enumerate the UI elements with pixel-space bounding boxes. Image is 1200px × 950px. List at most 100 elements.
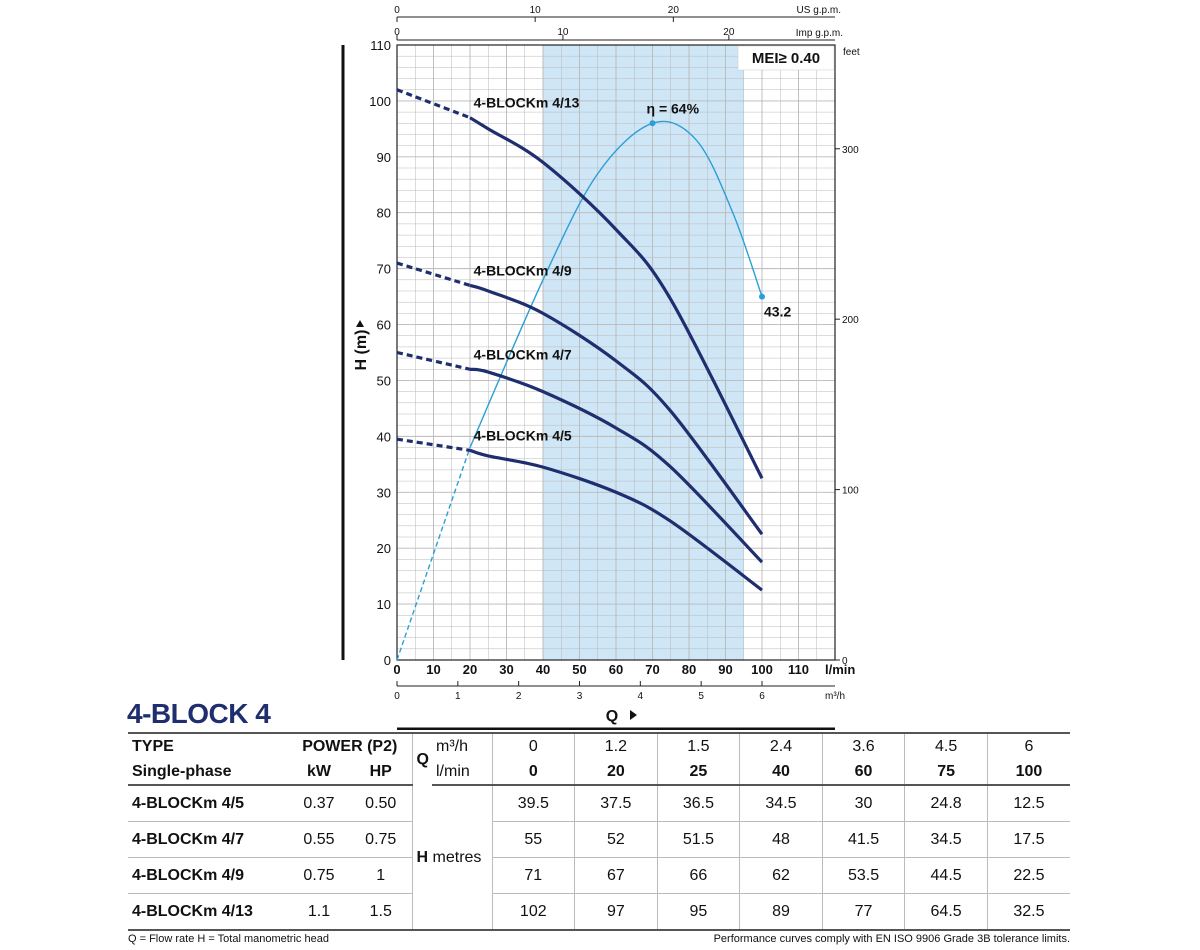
m3h-label: m³/h [432,732,492,759]
y-tick-label: 50 [377,373,391,388]
row-hp: 1.5 [350,893,412,931]
impgpm-tick-label: 0 [394,27,400,38]
x-unit-label: l/min [825,662,855,677]
curve-labels: 4-BLOCKm 4/13 4-BLOCKm 4/9 4-BLOCKm 4/7 4-B… [474,95,580,444]
y-tick-label: 70 [377,262,391,277]
h-value: 95 [656,893,740,931]
row-hp: 1 [350,857,412,894]
header-row-2: Single-phase kW HP l/min 0 20 25 40 60 7… [128,759,1070,786]
row-hp: 0.75 [350,821,412,858]
grid [396,44,836,661]
impgpm-unit-label: Imp g.p.m. [796,28,843,39]
head-curve-dashed [396,437,471,452]
h-value: 12.5 [986,785,1070,822]
h-value: 44.5 [904,857,988,894]
power-header: POWER (P2) [288,732,412,759]
y-tick-label: 10 [377,597,391,612]
q-label: Q [411,732,432,785]
feet-tick-label: 300 [842,145,859,156]
table-row: 4-BLOCKm 4/5 0.37 0.50 H metres 39.5 37.… [128,785,1070,931]
h-value: 39.5 [491,785,575,822]
feet-unit-label: feet [843,47,860,58]
h-value: 36.5 [656,785,740,822]
h-value: 34.5 [904,821,988,858]
efficiency-peak-point [649,120,656,127]
x-tick-label: 110 [788,662,809,677]
kw-header: kW [288,759,350,786]
h-value: 30 [821,785,905,822]
h-value: 34.5 [739,785,823,822]
efficiency-peak-label: η = 64% [647,100,700,116]
h-value: 89 [739,893,823,931]
y-tick-label: 30 [377,485,391,500]
row-type: 4-BLOCKm 4/13 [128,893,288,931]
h-value: 97 [574,893,658,931]
x-tick-label: 100 [751,662,773,677]
h-value: 22.5 [986,857,1070,894]
h-value: 102 [491,893,575,931]
usgpm-tick-label: 0 [394,5,400,16]
row-kw: 0.75 [288,857,350,894]
mei-label: MEI≥ 0.40 [752,50,820,67]
lmin-value: 20 [574,759,658,786]
y-tick-label: 100 [369,94,391,109]
row-kw: 1.1 [288,893,350,931]
h-label-cell: H metres [411,785,492,931]
x-axis-label: Q [606,708,618,725]
lmin-label: l/min [432,759,492,786]
row-type: 4-BLOCKm 4/9 [128,857,288,894]
h-value: 67 [574,857,658,894]
m3h-value: 2.4 [739,732,823,759]
m3h-tick-label: 1 [455,691,461,702]
curve-label: 4-BLOCKm 4/9 [474,262,572,278]
table-row: 4-BLOCKm 4/13 1.1 1.5 102 97 95 89 77 64… [128,893,1070,931]
h-value: 77 [821,893,905,931]
efficiency-curve: η = 64% 43.2 [396,100,791,661]
m3h-value: 3.6 [821,732,905,759]
table-row: 4-BLOCKm 4/7 0.55 0.75 55 52 51.5 48 41.… [128,821,1070,858]
x-tick-label: 10 [426,662,440,677]
h-value: 53.5 [821,857,905,894]
efficiency-line [469,120,763,448]
lmin-value: 100 [986,759,1070,786]
h-value: 24.8 [904,785,988,822]
usgpm-unit-label: US g.p.m. [797,5,841,16]
efficiency-end-point [759,293,765,300]
y-tick-label: 0 [384,653,391,668]
h-value: 64.5 [904,893,988,931]
h-label: H [416,848,429,866]
lmin-value: 60 [821,759,905,786]
x-tick-label: 60 [609,662,623,677]
h-value: 62 [739,857,823,894]
m3h-tick-label: 0 [394,691,400,702]
feet-tick-label: 0 [842,656,848,667]
m3h-tick-label: 3 [577,691,583,702]
h-value: 51.5 [656,821,740,858]
h-value: 52 [574,821,658,858]
x-tick-label: 90 [718,662,732,677]
curve-label: 4-BLOCKm 4/5 [474,427,572,443]
efficiency-end-label: 43.2 [764,304,791,320]
row-kw: 0.55 [288,821,350,858]
h-value: 41.5 [821,821,905,858]
row-kw: 0.37 [288,785,350,822]
feet-tick-label: 100 [842,486,859,497]
hp-header: HP [350,759,412,786]
footer-legend: Q = Flow rate H = Total manometric head [128,933,329,945]
impgpm-tick-label: 20 [723,27,735,38]
y-tick-label: 90 [377,150,391,165]
x-tick-label: 30 [499,662,513,677]
x-tick-label: 80 [682,662,696,677]
head-curve [469,283,764,536]
head-curve [469,448,763,592]
h-value: 32.5 [986,893,1070,931]
head-curve [469,367,764,564]
x-tick-label: 50 [572,662,586,677]
type-header: TYPE [128,732,288,759]
efficiency-line-dashed [396,447,471,661]
lmin-value: 0 [491,759,575,786]
feet-tick-label: 200 [842,315,859,326]
y-axis-arrow [356,320,364,327]
x-tick-label: 0 [393,662,400,677]
